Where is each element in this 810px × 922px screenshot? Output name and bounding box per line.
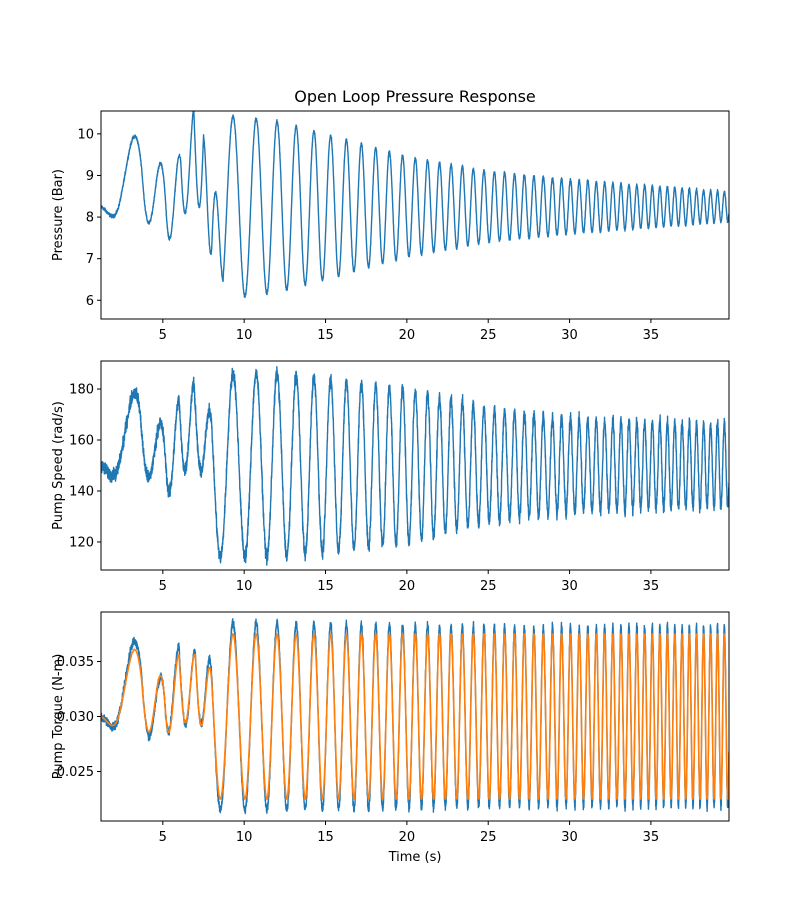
x-tick-label: 10: [236, 579, 253, 594]
x-tick-label: 35: [643, 328, 660, 343]
x-tick-label: 5: [159, 328, 167, 343]
x-tick-label: 15: [317, 328, 334, 343]
x-tick-label: 10: [236, 328, 253, 343]
x-tick-label: 5: [159, 830, 167, 845]
x-tick-label: 15: [317, 830, 334, 845]
x-tick-label: 35: [643, 830, 660, 845]
x-tick-label: 20: [399, 579, 416, 594]
x-tick-label: 30: [561, 830, 578, 845]
x-tick-label: 5: [159, 579, 167, 594]
x-tick-label: 10: [236, 830, 253, 845]
y-tick-label: 140: [69, 484, 94, 499]
x-tick-label: 35: [643, 579, 660, 594]
axes-frame: [100, 110, 730, 320]
y-tick-label: 0.035: [57, 655, 94, 670]
x-tick-label: 20: [399, 328, 416, 343]
series-line-blue: [101, 366, 729, 566]
x-tick-label: 30: [561, 579, 578, 594]
x-tick-label: 25: [480, 328, 497, 343]
series-line-orange: [101, 633, 729, 800]
axes-frame: [100, 360, 730, 571]
y-tick-label: 8: [86, 211, 94, 226]
y-tick-label: 0.030: [57, 710, 94, 725]
series-line-blue: [101, 111, 729, 299]
y-axis-label: Pressure (Bar): [51, 169, 66, 261]
y-tick-label: 7: [86, 252, 94, 267]
y-axis-label: Pump Torque (N-m): [51, 654, 66, 780]
x-axis-label: Time (s): [388, 850, 442, 865]
pressure-axes: 5 10 15 20 25 30 35 6 7 8 9 10 Pressure (Bar): [51, 110, 730, 343]
y-axis-label: Pump Speed (rad/s): [51, 401, 66, 530]
chart-title: Open Loop Pressure Response: [294, 87, 536, 106]
y-tick-label: 180: [69, 383, 94, 398]
y-tick-label: 120: [69, 535, 94, 550]
y-tick-label: 10: [77, 127, 94, 142]
y-tick-label: 0.025: [57, 765, 94, 780]
x-tick-label: 20: [399, 830, 416, 845]
x-tick-label: 25: [480, 830, 497, 845]
x-tick-label: 30: [561, 328, 578, 343]
y-tick-label: 6: [86, 294, 94, 309]
y-tick-label: 9: [86, 169, 94, 184]
x-tick-label: 15: [317, 579, 334, 594]
x-tick-label: 25: [480, 579, 497, 594]
y-tick-label: 160: [69, 434, 94, 449]
